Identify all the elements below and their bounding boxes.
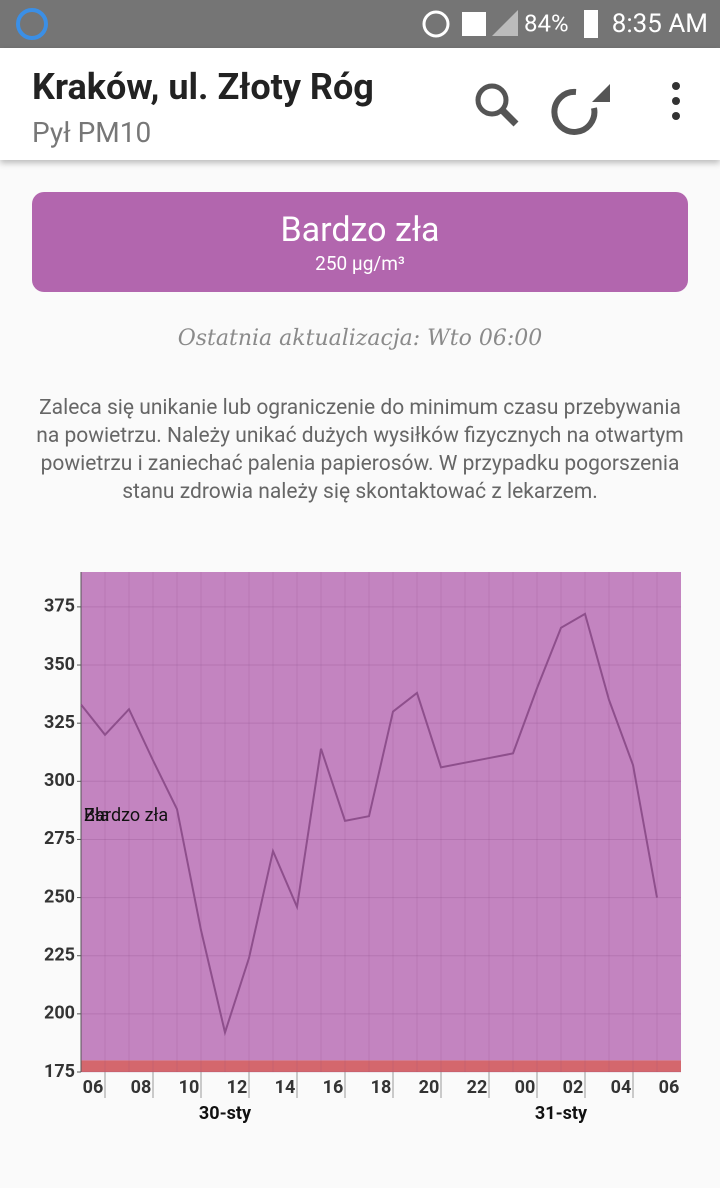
x-tick-label: 14 <box>275 1077 296 1098</box>
battery-text: 84% <box>524 9 569 37</box>
signal-icon <box>492 10 518 36</box>
x-tick-label: 18 <box>371 1077 392 1098</box>
y-tick-label: 200 <box>44 1003 75 1024</box>
status-icons: 84% 8:35 AM <box>16 8 708 40</box>
level-value: 250 µg/m³ <box>315 252 405 275</box>
y-tick-label: 175 <box>44 1061 75 1082</box>
x-tick-label: 20 <box>419 1077 440 1098</box>
x-tick-label: 22 <box>467 1077 488 1098</box>
x-tick-label: 12 <box>227 1077 248 1098</box>
search-button[interactable] <box>475 83 519 127</box>
x-tick-label: 00 <box>515 1077 536 1098</box>
battery-icon <box>584 10 598 38</box>
app-icon <box>16 8 48 40</box>
level-text: Bardzo zła <box>280 210 440 250</box>
toolbar-icons <box>475 82 680 135</box>
clock: 8:35 AM <box>612 9 708 39</box>
x-tick-label: 02 <box>563 1077 584 1098</box>
status-bar: 84% 8:35 AM <box>0 0 720 48</box>
last-update: Ostatnia aktualizacja: Wto 06:00 <box>177 326 543 351</box>
y-tick-label: 275 <box>44 828 75 849</box>
lte-icon <box>462 12 486 36</box>
menu-button[interactable] <box>672 82 680 120</box>
y-tick-label: 375 <box>44 596 75 617</box>
refresh-button[interactable] <box>551 84 610 135</box>
y-tick-label: 225 <box>44 944 75 965</box>
y-tick-label: 350 <box>44 654 75 675</box>
x-tick-label: 06 <box>83 1077 104 1098</box>
app-title: Kraków, ul. Złoty Róg <box>32 66 374 108</box>
band-label: Zła <box>84 805 109 826</box>
day-label: 30-sty <box>199 1103 252 1124</box>
day-label: 31-sty <box>535 1103 588 1124</box>
data-line <box>80 612 658 1037</box>
band <box>81 572 681 1061</box>
y-tick-label: 325 <box>44 712 75 733</box>
y-tick-label: 250 <box>44 886 75 907</box>
app-subtitle: Pył PM10 <box>32 116 152 149</box>
x-tick-label: 16 <box>323 1077 344 1098</box>
band <box>81 1060 681 1072</box>
x-tick-label: 06 <box>659 1077 680 1098</box>
advice-text: Zaleca się unikanie lub ograniczenie do … <box>36 396 684 504</box>
app-bar: Kraków, ul. Złoty Róg Pył PM10 <box>0 48 720 160</box>
x-tick-label: 08 <box>131 1077 152 1098</box>
status-card: Bardzo zła 250 µg/m³ <box>32 192 688 292</box>
x-tick-label: 04 <box>611 1077 632 1098</box>
y-tick-label: 300 <box>44 770 75 791</box>
x-tick-label: 10 <box>179 1077 200 1098</box>
band-label: Bardzo zła <box>84 805 168 826</box>
alarm-icon <box>422 10 450 38</box>
